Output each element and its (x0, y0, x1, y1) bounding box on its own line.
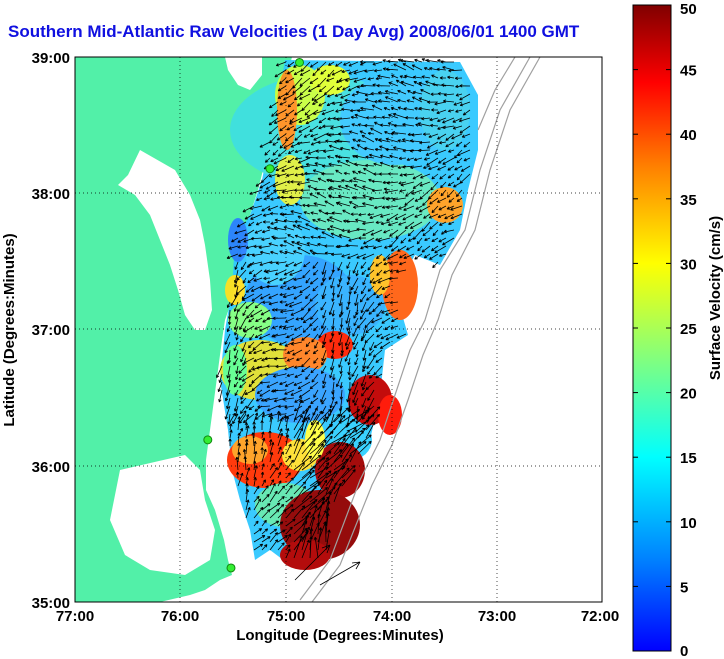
y-tick-label: 36:00 (32, 459, 70, 476)
radar-site-marker (226, 563, 236, 573)
colorbar-tick-label: 5 (680, 579, 688, 596)
y-tick-labels: 39:00 38:00 37:00 36:00 35:00 (32, 50, 70, 612)
plot-frame (74, 56, 603, 603)
colorbar-ticks: 0 5 10 15 20 25 30 35 40 45 50 (633, 1, 697, 659)
x-tick-label: 77:00 (56, 608, 94, 625)
x-tick-label: 75:00 (267, 608, 305, 625)
y-tick-label: 37:00 (32, 322, 70, 339)
colorbar-tick-label: 40 (680, 127, 697, 144)
colorbar-tick-label: 45 (680, 63, 697, 80)
colorbar (632, 4, 672, 652)
colorbar-tick-label: 50 (680, 1, 697, 18)
radar-site-marker (295, 57, 305, 67)
y-tick-label: 39:00 (32, 50, 70, 67)
colorbar-tick-label: 10 (680, 515, 697, 532)
radar-sites (203, 57, 305, 573)
colorbar-tick-label: 20 (680, 386, 697, 403)
land-mass (75, 57, 292, 602)
y-tick-label: 38:00 (32, 186, 70, 203)
velocity-arrows (216, 58, 471, 559)
velocity-vectors (216, 58, 471, 586)
colorbar-tick-label: 25 (680, 321, 697, 338)
bathymetry-contours (299, 57, 541, 602)
chesapeake-bay (118, 150, 212, 330)
colorbar-tick-label: 35 (680, 192, 697, 209)
y-tick-label: 35:00 (32, 595, 70, 612)
x-tick-label: 76:00 (161, 608, 199, 625)
x-tick-label: 73:00 (478, 608, 516, 625)
chart-title: Southern Mid-Atlantic Raw Velocities (1 … (8, 22, 580, 41)
x-tick-label: 74:00 (373, 608, 411, 625)
x-axis-label: Longitude (Degrees:Minutes) (236, 627, 444, 644)
radar-site-marker (265, 164, 275, 174)
y-axis-label: Latitude (Degrees:Minutes) (1, 233, 18, 426)
x-tick-labels: 77:00 76:00 75:00 74:00 73:00 72:00 (56, 608, 619, 625)
velocity-arrows-offshore (294, 544, 361, 586)
colorbar-tick-label: 0 (680, 643, 688, 659)
colorbar-label: Surface Velocity (cm/s) (707, 216, 724, 380)
colorbar-tick-label: 15 (680, 450, 697, 467)
pamlico-sound (110, 455, 215, 575)
colorbar-tick-label: 30 (680, 256, 697, 273)
x-tick-label: 72:00 (581, 608, 619, 625)
radar-site-marker (203, 435, 213, 445)
delaware-bay (225, 57, 262, 90)
